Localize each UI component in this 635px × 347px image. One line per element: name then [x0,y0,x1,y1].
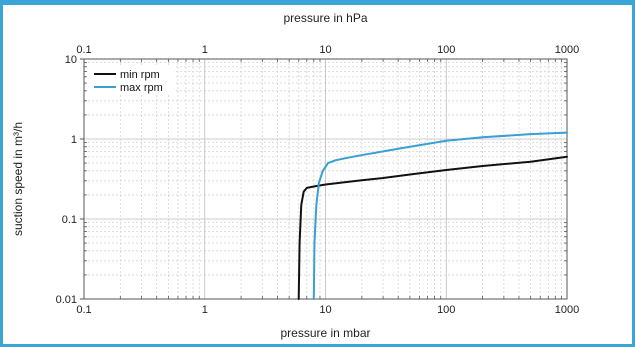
x-tick-label: 1 [202,304,208,316]
x-tick-label-top: 1 [202,44,208,56]
series-line-min-rpm [297,155,568,300]
legend-label: min rpm [120,69,160,81]
y-tick-label: 0.1 [62,214,77,226]
legend-background [88,65,176,95]
x-tick-label-top: 100 [437,44,455,56]
y-tick-label: 10 [65,54,77,66]
series-line-max-rpm [312,131,568,300]
series-group [297,131,568,300]
x-axis-label-top: pressure in hPa [283,11,367,25]
x-tick-label: 1000 [555,304,579,316]
x-axis-label-bottom: pressure in mbar [280,326,370,340]
y-tick-label: 0.01 [56,294,77,306]
x-tick-label-top: 1000 [555,44,579,56]
y-tick-label: 1 [71,134,77,146]
x-tick-label-top: 0.1 [76,44,91,56]
legend-label: max rpm [120,82,163,94]
y-axis-label: suction speed in m³/h [11,122,25,236]
x-tick-label-top: 10 [319,44,331,56]
plot-area [83,58,568,300]
x-tick-label: 0.1 [76,304,91,316]
x-tick-label: 10 [319,304,331,316]
x-tick-label: 100 [437,304,455,316]
